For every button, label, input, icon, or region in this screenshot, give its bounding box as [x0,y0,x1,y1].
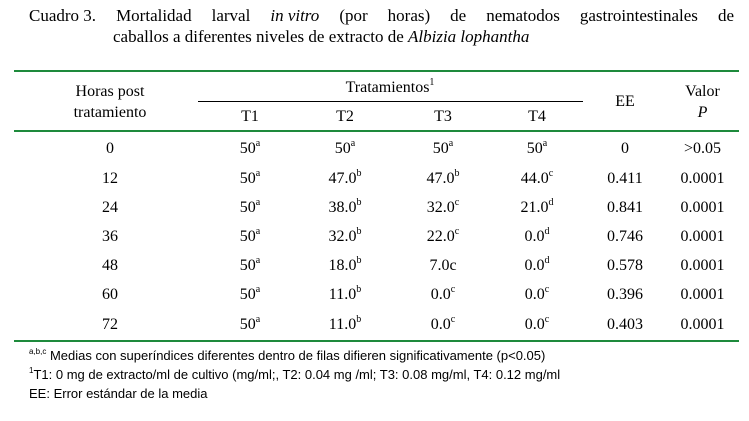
header-bottom-rule [14,130,739,132]
cell-t4: 0.0c [524,313,550,333]
footnote-treatments: 1T1: 0 mg de extracto/ml de cultivo (mg/… [29,365,561,382]
cell-t3: 0.0c [430,283,456,303]
tratamientos-underline [198,101,583,102]
cell-t3: 47.0b [426,167,460,187]
cell-ee: 0 [621,140,629,157]
cell-t2: 18.0b [328,254,362,274]
cell-t3: 0.0c [430,313,456,333]
header-valor: Valor [685,83,720,100]
header-p: P [697,104,708,121]
cell-t1: 50a [239,196,261,216]
cell-ee: 0.403 [607,316,643,333]
cell-t1: 50a [239,167,261,187]
cell-p: 0.0001 [680,199,725,216]
header-t1: T1 [241,108,259,125]
cell-horas: 48 [102,257,118,274]
header-t2: T2 [336,108,354,125]
caption-line-1: Cuadro 3. Mortalidad larval in vitro (po… [29,5,734,26]
cell-t2: 32.0b [328,225,362,245]
caption-word-italic: in vitro [270,6,320,25]
footnote-ee: EE: Error estándar de la media [29,386,208,401]
cell-horas: 60 [102,286,118,303]
cell-t1: 50a [239,137,261,157]
caption-word: larval [211,6,251,25]
cell-ee: 0.396 [607,286,643,303]
cell-t3: 7.0c [429,257,457,274]
cell-horas: 72 [102,316,118,333]
caption-word: horas) [387,6,431,25]
caption-text: caballos a diferentes niveles de extract… [113,27,404,46]
cell-t4: 0.0c [524,283,550,303]
header-t4: T4 [528,108,546,125]
cell-t1: 50a [239,313,261,333]
cell-ee: 0.411 [607,170,643,187]
caption-word: nematodos [486,6,560,25]
caption-word: (por [339,6,368,25]
caption-word: de [450,6,467,25]
table-caption: Cuadro 3. Mortalidad larval in vitro (po… [29,5,734,47]
cell-horas: 0 [106,140,114,157]
cell-p: 0.0001 [680,286,725,303]
cell-t2: 50a [334,137,356,157]
cell-t2: 11.0b [328,313,362,333]
cell-p: 0.0001 [680,228,725,245]
cell-t4: 0.0d [524,225,550,245]
cell-t1: 50a [239,254,261,274]
cell-horas: 36 [102,228,118,245]
cell-p: >0.05 [683,140,722,157]
cell-t3: 50a [432,137,454,157]
cell-t4: 44.0c [520,167,554,187]
cell-p: 0.0001 [680,316,725,333]
cell-p: 0.0001 [680,257,725,274]
caption-word: Mortalidad [116,6,192,25]
footnote-superscripts: a,b,c Medias con superíndices diferentes… [29,346,546,363]
header-horas-line1: Horas post [75,83,145,100]
caption-label: Cuadro 3. [29,6,97,25]
table-top-rule [14,70,739,72]
cell-ee: 0.578 [607,257,643,274]
cell-t2: 38.0b [328,196,362,216]
cell-t1: 50a [239,225,261,245]
cell-horas: 24 [102,199,118,216]
cell-p: 0.0001 [680,170,725,187]
caption-word: gastrointestinales [579,6,698,25]
header-horas-line2: tratamiento [73,104,147,121]
cell-t4: 0.0d [524,254,550,274]
cell-ee: 0.841 [607,199,643,216]
cell-t2: 47.0b [328,167,362,187]
table-footnotes: a,b,c Medias con superíndices diferentes… [29,346,560,403]
cell-horas: 12 [102,170,118,187]
cell-t3: 22.0c [426,225,460,245]
cell-t4: 50a [526,137,548,157]
caption-species: Albizia lophantha [408,27,530,46]
header-ee: EE [615,93,635,110]
cell-t1: 50a [239,283,261,303]
caption-line-2: caballos a diferentes niveles de extract… [29,26,734,47]
cell-ee: 0.746 [607,228,643,245]
header-t3: T3 [434,108,452,125]
table-bottom-rule [14,340,739,342]
caption-word: de [717,6,734,25]
cell-t4: 21.0d [520,196,554,216]
header-tratamientos: Tratamientos1 [345,76,435,96]
cell-t2: 11.0b [328,283,362,303]
cell-t3: 32.0c [426,196,460,216]
